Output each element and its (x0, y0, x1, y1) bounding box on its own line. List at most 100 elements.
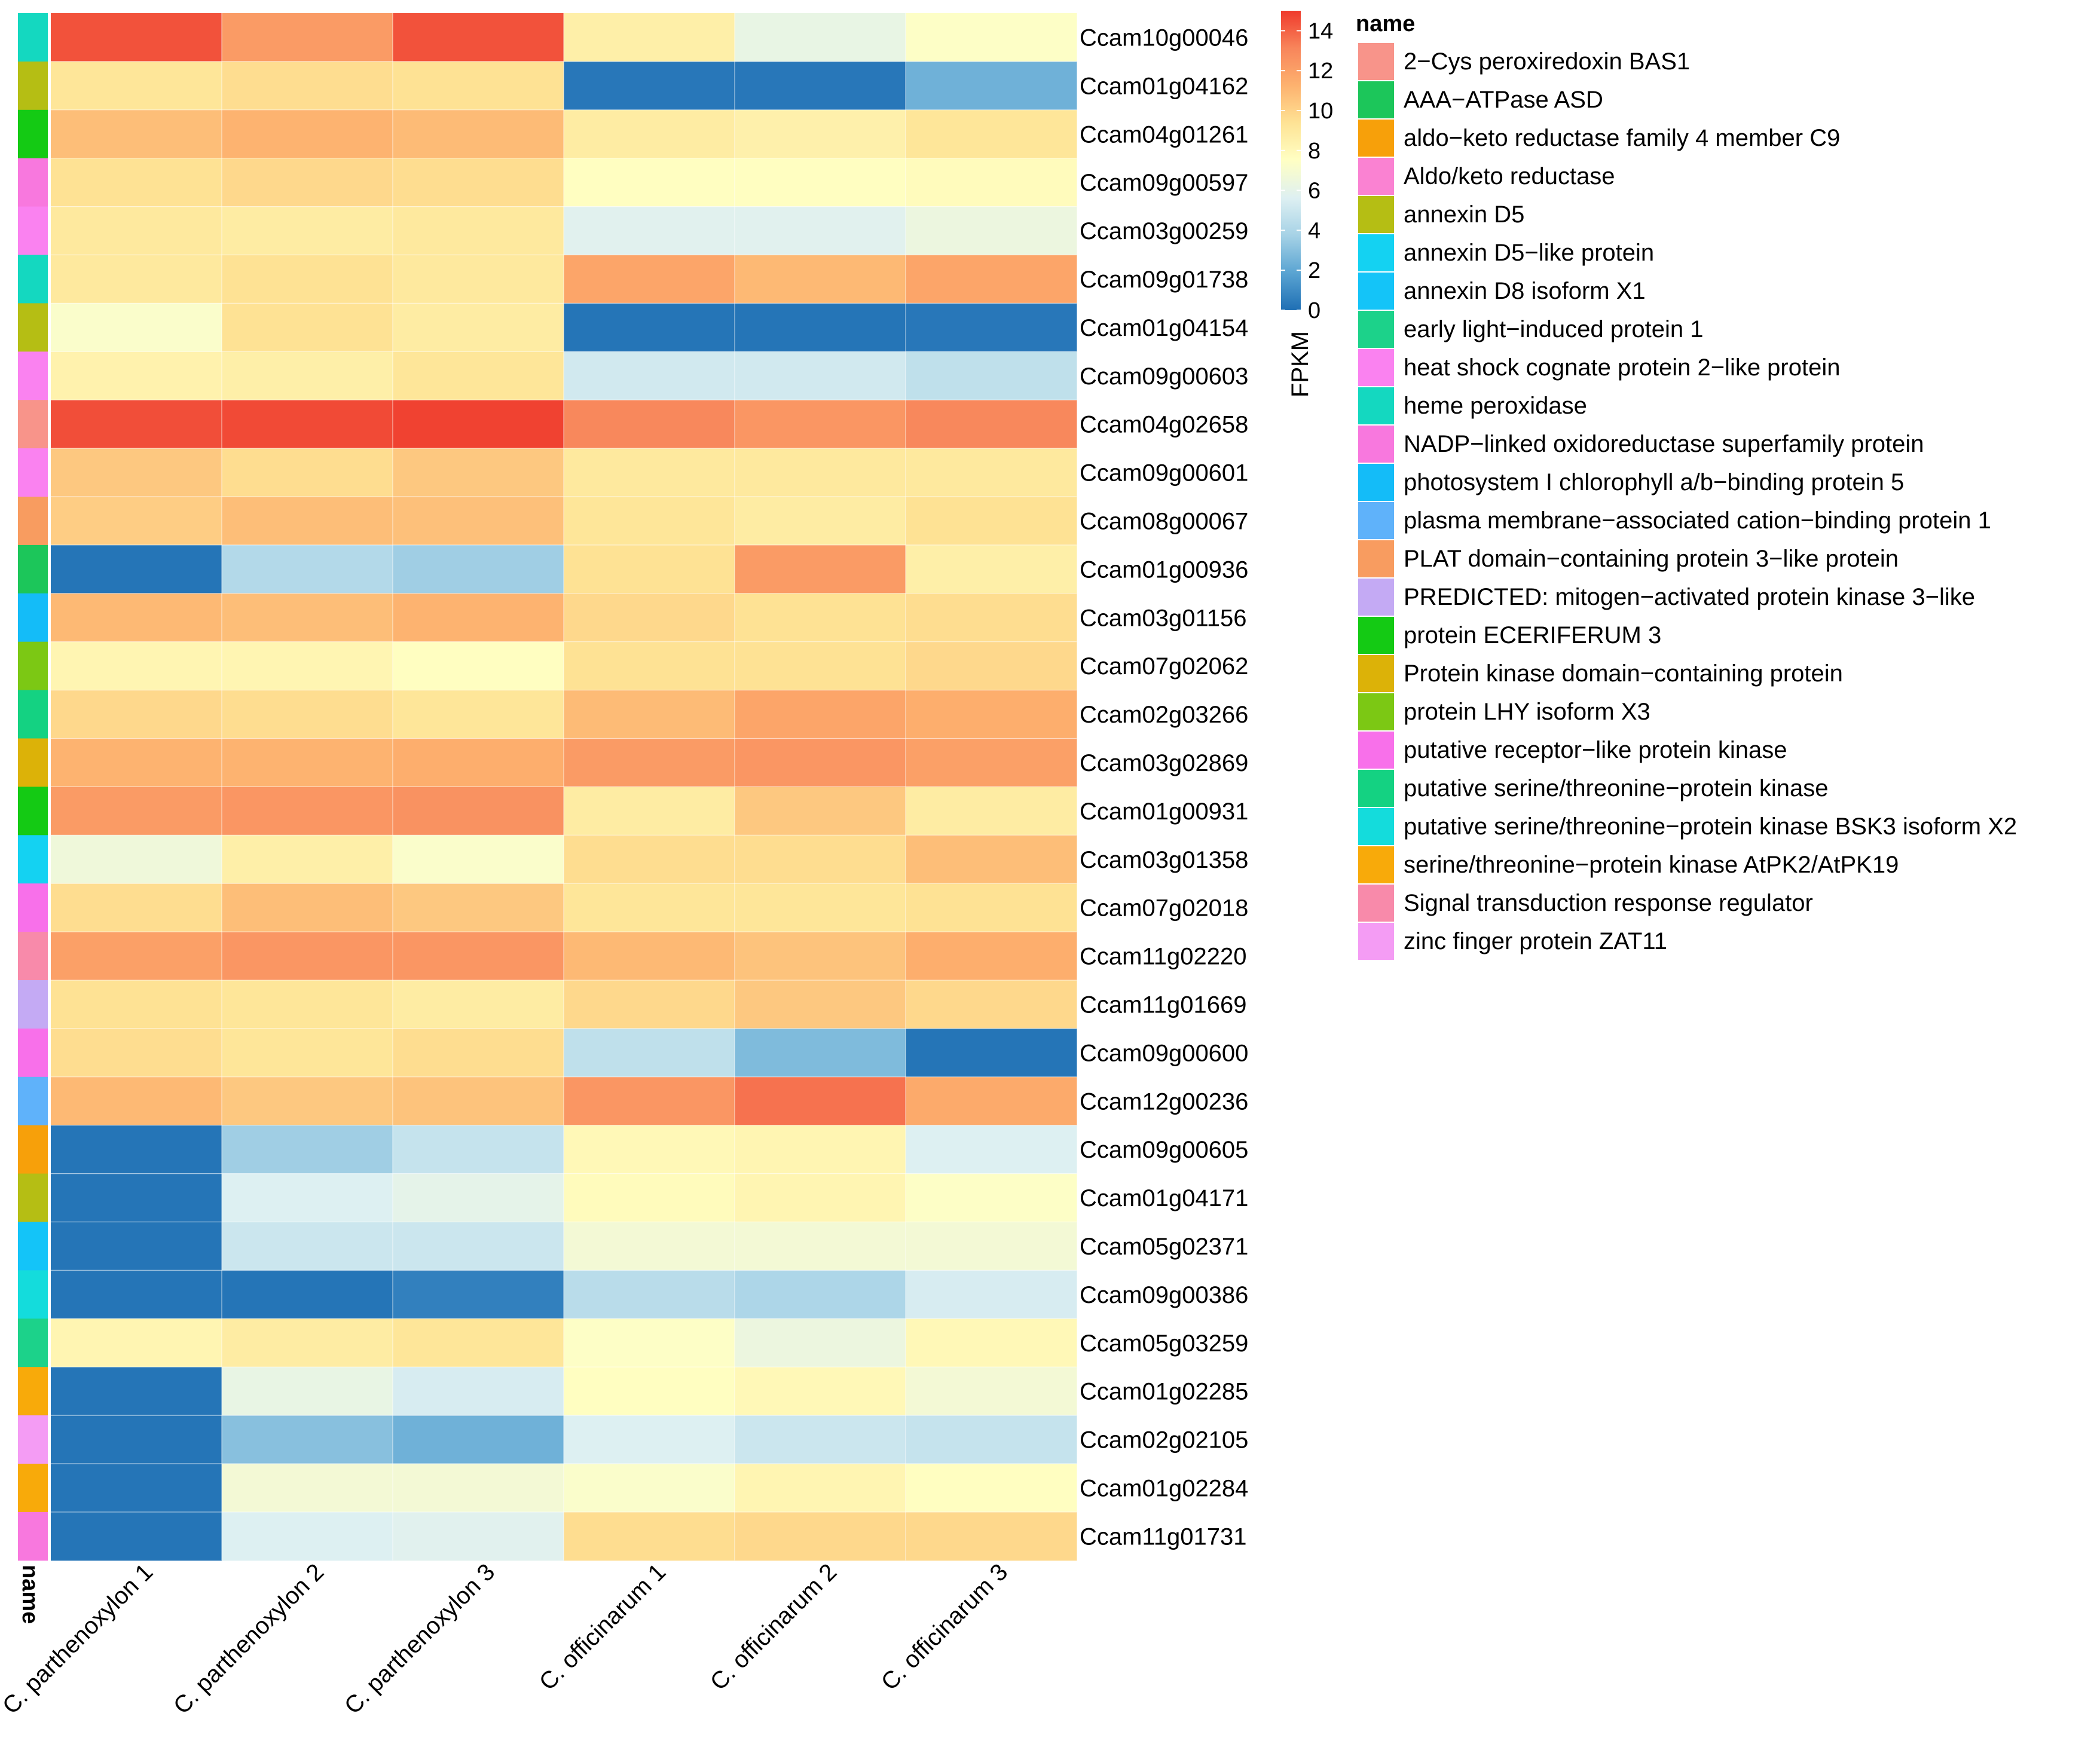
legend-label: aldo−keto reductase family 4 member C9 (1404, 125, 1840, 151)
legend-swatch (1358, 617, 1394, 654)
annotation-cell (18, 641, 48, 691)
legend-swatch (1358, 120, 1394, 157)
heatmap-cell (222, 1415, 393, 1464)
heatmap-cell (222, 448, 393, 497)
legend-title: name (1356, 11, 1415, 36)
legend-swatch (1358, 579, 1394, 616)
annotation-axis-label: name (17, 1565, 42, 1624)
heatmap-cell (906, 787, 1077, 836)
legend-swatch (1358, 693, 1394, 730)
heatmap-cell (393, 1318, 564, 1367)
row-label: Ccam03g02869 (1080, 750, 1248, 776)
heatmap-cell (735, 932, 906, 981)
legend-swatch (1358, 273, 1394, 310)
heatmap-cell (222, 544, 393, 594)
legend-swatch (1358, 885, 1394, 922)
heatmap-cell (393, 593, 564, 642)
heatmap-cell (51, 738, 222, 787)
heatmap-cell (735, 544, 906, 594)
heatmap-cell (222, 1464, 393, 1513)
heatmap-cell (51, 109, 222, 159)
legend-label: putative serine/threonine−protein kinase… (1404, 813, 2017, 840)
heatmap-cell (51, 690, 222, 739)
annotation-cell (18, 1270, 48, 1319)
row-label: Ccam09g00605 (1080, 1137, 1248, 1163)
heatmap-cell (735, 980, 906, 1029)
heatmap-cell (51, 255, 222, 304)
heatmap-cell (906, 544, 1077, 594)
heatmap-cell (51, 1415, 222, 1464)
row-label: Ccam07g02018 (1080, 895, 1248, 922)
heatmap-cell (564, 1367, 735, 1416)
heatmap-cell (735, 13, 906, 62)
legend-label: zinc finger protein ZAT11 (1404, 928, 1667, 954)
heatmap-cell (393, 1367, 564, 1416)
heatmap-cell (393, 787, 564, 836)
column-label: C. officinarum 2 (705, 1559, 842, 1696)
legend-label: heat shock cognate protein 2−like protei… (1404, 354, 1841, 381)
annotation-cell (18, 787, 48, 836)
heatmap-cell (564, 1125, 735, 1174)
legend-label: Signal transduction response regulator (1404, 890, 1813, 916)
heatmap-cell (564, 497, 735, 546)
heatmap-cell (735, 883, 906, 932)
row-label: Ccam09g01738 (1080, 267, 1248, 293)
legend-swatch (1358, 464, 1394, 501)
heatmap-cell (735, 593, 906, 642)
heatmap-cell (564, 1464, 735, 1513)
heatmap-cell (222, 932, 393, 981)
heatmap-cell (735, 109, 906, 159)
heatmap-cell (564, 303, 735, 352)
heatmap-cell (393, 738, 564, 787)
row-label: Ccam07g02062 (1080, 653, 1248, 680)
heatmap-cell (564, 1318, 735, 1367)
heatmap-cell (222, 400, 393, 449)
annotation-cell (18, 13, 48, 62)
heatmap-cell (564, 1512, 735, 1561)
heatmap-cell (393, 641, 564, 691)
heatmap-cell (222, 690, 393, 739)
heatmap-cell (393, 255, 564, 304)
colorbar-tick-label: 6 (1308, 179, 1320, 204)
heatmap-cell (906, 1318, 1077, 1367)
heatmap-cell (222, 641, 393, 691)
legend-label: protein ECERIFERUM 3 (1404, 622, 1661, 648)
heatmap-cell (564, 109, 735, 159)
heatmap-cell (51, 544, 222, 594)
colorbar-tick-label: 10 (1308, 99, 1333, 124)
heatmap-cell (51, 932, 222, 981)
annotation-cell (18, 980, 48, 1029)
heatmap-cell (735, 1270, 906, 1319)
annotation-cell (18, 158, 48, 207)
heatmap-cell (906, 690, 1077, 739)
annotation-cell (18, 1464, 48, 1513)
legend-swatch (1358, 770, 1394, 807)
legend: 2−Cys peroxiredoxin BAS1 AAA−ATPase ASD al… (1358, 43, 2017, 960)
heatmap-cell (393, 303, 564, 352)
heatmap-cell (222, 351, 393, 400)
row-label: Ccam01g02284 (1080, 1475, 1248, 1501)
legend-swatch (1358, 655, 1394, 692)
legend-swatch (1358, 196, 1394, 233)
heatmap-cell (51, 206, 222, 255)
row-label: Ccam04g02658 (1080, 412, 1248, 438)
heatmap-cell (735, 448, 906, 497)
heatmap-cell (906, 738, 1077, 787)
annotation-cell (18, 448, 48, 497)
heatmap-cell (393, 1173, 564, 1222)
heatmap-cell (906, 1028, 1077, 1078)
heatmap-cell (735, 1464, 906, 1513)
heatmap-cell (393, 1464, 564, 1513)
row-label: Ccam01g00931 (1080, 798, 1248, 825)
annotation-cell (18, 835, 48, 884)
row-label: Ccam04g01261 (1080, 121, 1248, 148)
row-label: Ccam03g00259 (1080, 218, 1248, 244)
legend-swatch (1358, 502, 1394, 539)
heatmap-cell (222, 1222, 393, 1271)
heatmap-cell (564, 883, 735, 932)
row-label: Ccam10g00046 (1080, 25, 1248, 51)
heatmap-cell (906, 13, 1077, 62)
annotation-cell (18, 1028, 48, 1078)
annotation-cell (18, 1173, 48, 1222)
heatmap-cell (735, 641, 906, 691)
